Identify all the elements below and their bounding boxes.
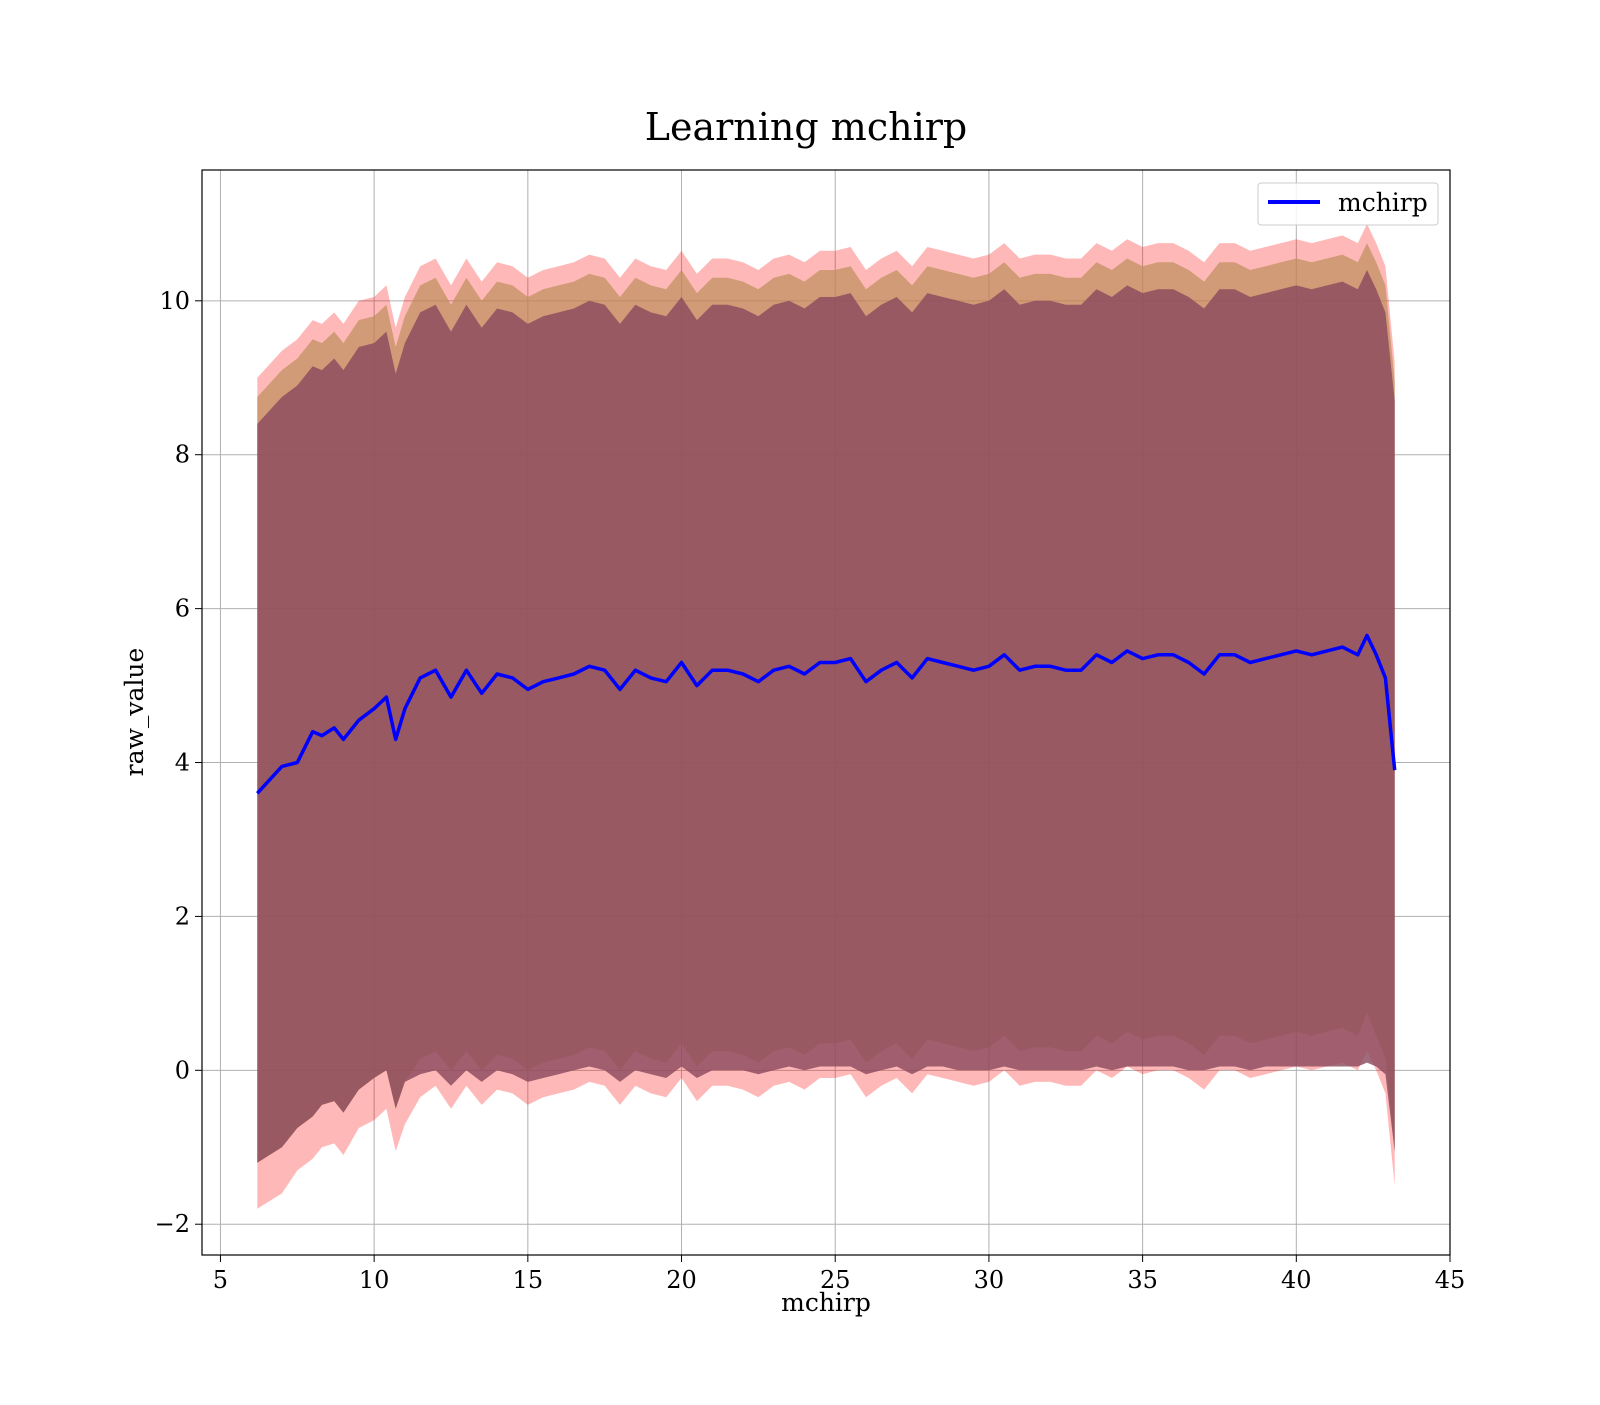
y-tick-label: 4 xyxy=(175,749,190,777)
y-tick-label: 2 xyxy=(175,902,190,930)
series-layer xyxy=(256,633,1397,795)
x-tick-label: 15 xyxy=(513,1266,544,1294)
y-tick-label: 10 xyxy=(159,287,190,315)
confidence-band-3 xyxy=(257,270,1395,1163)
legend-box xyxy=(1257,182,1439,226)
y-tick-label: 6 xyxy=(175,595,190,623)
x-tick-label: 5 xyxy=(213,1266,228,1294)
x-tick-layer: 5 10 15 20 25 30 35 40 45 xyxy=(213,1255,1465,1294)
legend-label-mchirp: mchirp xyxy=(1338,188,1428,217)
y-tick-label: 8 xyxy=(175,441,190,469)
y-tick-layer: −2 0 2 4 6 8 10 xyxy=(155,287,202,1238)
x-tick-label: 10 xyxy=(359,1266,390,1294)
band-layer xyxy=(257,223,1395,1209)
chart-title: Learning mchirp xyxy=(645,105,967,149)
y-tick-label: −2 xyxy=(155,1210,190,1238)
legend: mchirp xyxy=(1257,182,1439,226)
plot-frame xyxy=(201,169,1451,1256)
series-line-mchirp xyxy=(256,633,1397,795)
x-tick-label: 45 xyxy=(1435,1266,1466,1294)
x-tick-label: 30 xyxy=(974,1266,1005,1294)
x-tick-label: 20 xyxy=(666,1266,697,1294)
y-axis-label: raw_value xyxy=(120,648,149,777)
x-tick-label: 35 xyxy=(1127,1266,1158,1294)
x-tick-label: 25 xyxy=(820,1266,851,1294)
x-tick-label: 40 xyxy=(1281,1266,1312,1294)
x-axis-label: mchirp xyxy=(781,1288,871,1317)
y-tick-label: 0 xyxy=(175,1056,190,1084)
